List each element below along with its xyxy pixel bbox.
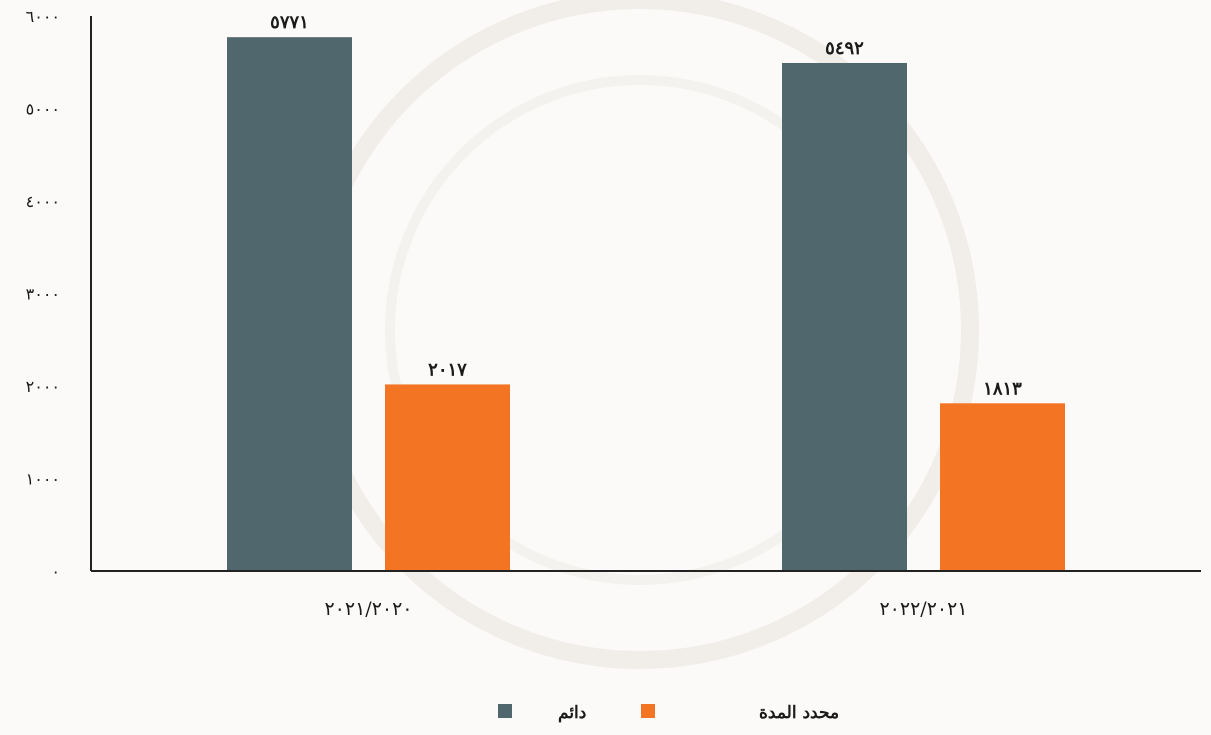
bar-value-label: ٥٤٩٢ (825, 38, 864, 59)
legend-item: دائم (498, 703, 586, 723)
x-category-label: ٢٠٢٢/٢٠٢١ (879, 598, 967, 620)
y-axis-ticks: ٠ ١٠٠٠ ٢٠٠٠ ٣٠٠٠ ٤٠٠٠ ٥٠٠٠ ٦٠٠٠ (26, 7, 60, 581)
y-tick-label: ٠ (51, 562, 60, 581)
bar (385, 384, 510, 571)
bar (227, 37, 352, 572)
axes (90, 16, 1201, 572)
bar-value-label: ١٨١٣ (983, 378, 1022, 399)
y-tick-label: ١٠٠٠ (26, 470, 60, 489)
bars-group: ٥٧٧١ ٢٠١٧ ٥٤٩٢ ١٨١٣ (227, 12, 1065, 572)
legend-swatch (641, 704, 655, 718)
legend-label: محدد المدة (759, 703, 839, 723)
y-tick-label: ٥٠٠٠ (26, 100, 60, 119)
y-tick-label: ٣٠٠٠ (26, 285, 60, 304)
legend-swatch (498, 704, 512, 718)
bar (782, 62, 907, 572)
legend: دائم محدد المدة (498, 703, 839, 723)
y-tick-label: ٢٠٠٠ (26, 377, 60, 396)
bar-value-label: ٢٠١٧ (428, 359, 467, 380)
x-category-label: ٢٠٢١/٢٠٢٠ (324, 598, 412, 620)
legend-label: دائم (558, 703, 586, 723)
bar (940, 403, 1065, 571)
legend-item: محدد المدة (641, 703, 839, 723)
x-axis-labels: ٢٠٢١/٢٠٢٠ ٢٠٢٢/٢٠٢١ (324, 598, 967, 620)
y-tick-label: ٦٠٠٠ (26, 7, 60, 26)
y-tick-label: ٤٠٠٠ (26, 192, 60, 211)
bar-value-label: ٥٧٧١ (270, 12, 309, 33)
